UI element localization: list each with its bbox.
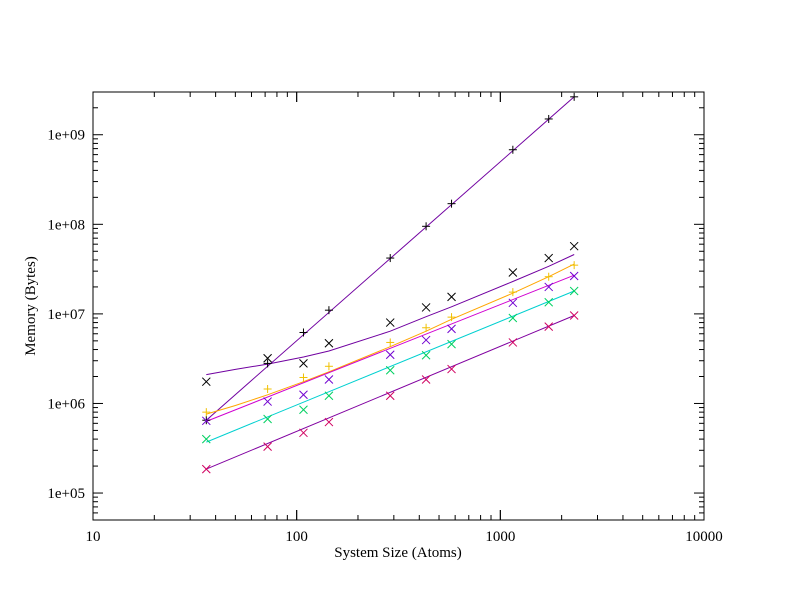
fit-line-5 [206, 290, 575, 443]
data-point-series-4 [299, 390, 308, 400]
data-point-series-5 [324, 391, 334, 401]
data-point-series-5 [508, 313, 518, 323]
data-point-series-4 [447, 324, 456, 334]
data-point-series-6 [569, 311, 579, 320]
data-point-series-2 [201, 377, 211, 387]
data-point-series-4 [508, 298, 518, 308]
data-point-series-1 [422, 222, 431, 231]
x-tick-label: 10000 [685, 529, 723, 545]
data-point-series-3 [447, 313, 456, 322]
data-point-series-2 [263, 353, 272, 363]
data-point-series-6 [447, 364, 456, 374]
data-point-series-2 [508, 268, 518, 277]
data-point-series-4 [421, 335, 431, 345]
data-point-series-5 [421, 350, 431, 360]
data-point-series-5 [201, 434, 211, 444]
data-markers [201, 92, 579, 474]
data-point-series-6 [263, 442, 272, 451]
data-point-series-2 [385, 318, 395, 327]
fit-line-6 [206, 315, 575, 470]
data-point-series-1 [324, 306, 333, 315]
y-tick-label: 1e+07 [47, 307, 85, 323]
fit-line-3 [206, 263, 575, 415]
data-point-series-5 [447, 339, 456, 349]
data-point-series-6 [201, 464, 211, 474]
data-point-series-1 [508, 145, 517, 154]
data-point-series-6 [421, 375, 431, 384]
data-point-series-3 [299, 373, 308, 382]
y-tick-label: 1e+05 [47, 486, 85, 502]
axis-ticks [92, 91, 705, 521]
data-point-series-2 [544, 253, 554, 263]
data-point-series-3 [570, 261, 579, 270]
data-point-series-3 [386, 338, 395, 347]
data-point-series-2 [421, 303, 431, 312]
data-point-series-1 [263, 359, 272, 368]
data-point-series-3 [202, 408, 211, 417]
data-point-series-4 [201, 416, 211, 426]
data-point-series-4 [569, 271, 579, 281]
fit-line-2 [206, 254, 575, 376]
plot-area [92, 91, 705, 521]
data-point-series-1 [544, 114, 553, 123]
x-tick-label: 100 [285, 529, 308, 545]
data-point-series-3 [544, 272, 553, 281]
data-point-series-2 [299, 359, 308, 368]
data-point-series-2 [447, 292, 456, 302]
y-tick-label: 1e+08 [47, 217, 85, 233]
data-point-series-1 [386, 254, 395, 263]
data-point-series-5 [385, 365, 395, 375]
y-tick-label: 1e+09 [47, 128, 85, 144]
data-point-series-4 [324, 375, 334, 384]
data-point-series-5 [569, 286, 579, 296]
data-point-series-4 [544, 282, 554, 292]
data-point-series-1 [447, 199, 456, 208]
x-axis-label: System Size (Atoms) [334, 545, 462, 561]
fit-line-4 [206, 274, 575, 422]
tick-labels: 10 100 1000 10000 1e+05 1e+06 1e+07 1e+08 1e+09 [47, 128, 722, 545]
data-point-series-3 [263, 385, 272, 394]
data-point-series-1 [570, 92, 579, 101]
data-point-series-2 [324, 338, 334, 348]
data-point-series-6 [508, 338, 518, 347]
data-point-series-4 [263, 397, 272, 406]
data-point-series-5 [299, 405, 308, 415]
data-point-series-6 [324, 417, 334, 427]
data-point-series-3 [422, 323, 431, 332]
y-axis-label: Memory (Bytes) [23, 256, 39, 356]
data-point-series-5 [544, 297, 554, 307]
data-point-series-3 [324, 362, 333, 371]
data-point-series-5 [263, 414, 272, 424]
data-point-series-3 [508, 288, 517, 297]
y-tick-label: 1e+06 [47, 396, 85, 412]
data-point-series-2 [569, 241, 579, 251]
data-point-series-1 [299, 328, 308, 337]
x-tick-label: 1000 [485, 529, 515, 545]
data-point-series-6 [385, 391, 395, 401]
data-point-series-6 [299, 428, 308, 438]
data-point-series-4 [385, 350, 395, 360]
data-point-series-6 [544, 322, 554, 332]
x-tick-label: 10 [86, 529, 101, 545]
